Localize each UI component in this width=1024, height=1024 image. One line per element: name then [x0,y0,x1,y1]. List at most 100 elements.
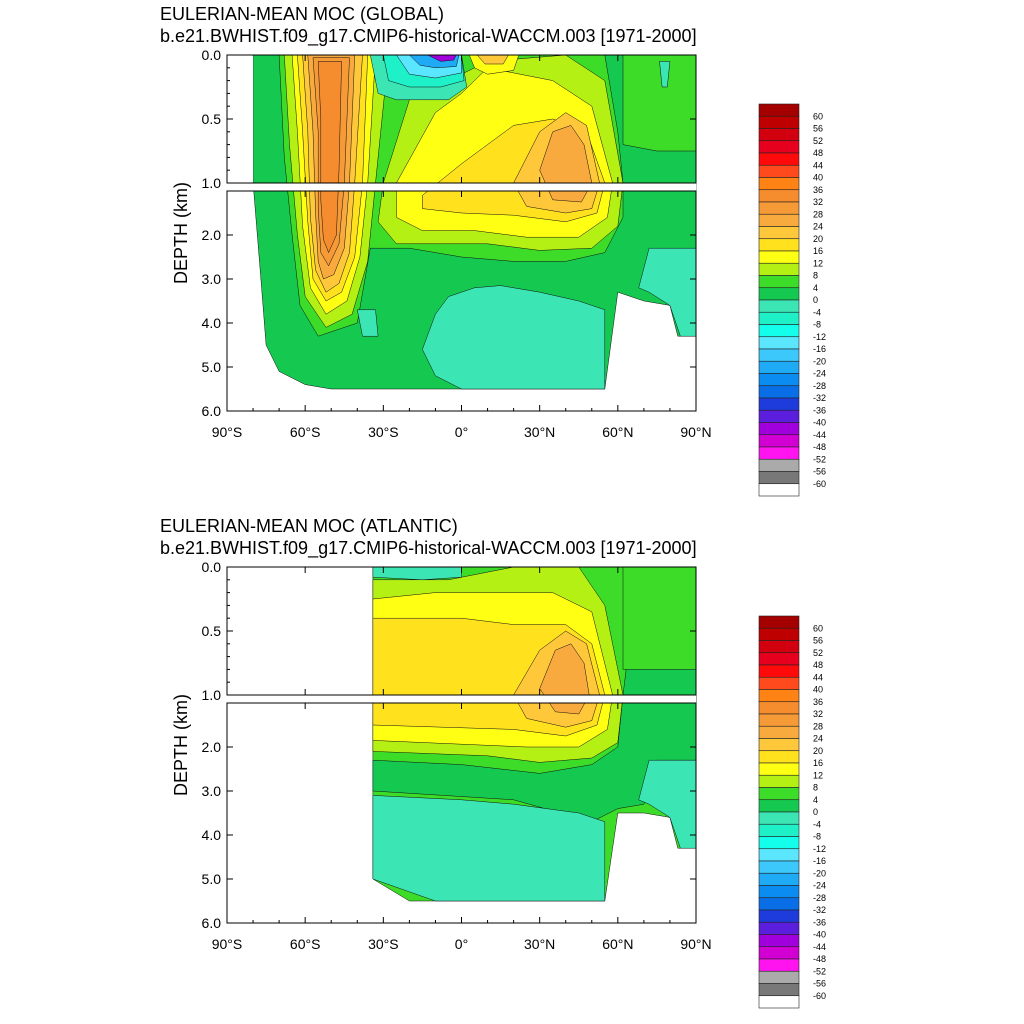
y-tick-label: 6.0 [202,915,222,931]
colorbar-swatch [758,397,800,411]
colorbar-label: -4 [813,307,821,317]
colorbar-label: -48 [813,954,826,964]
colorbar-swatch [758,275,800,289]
colorbar-swatch [758,226,800,240]
colorbar-swatch [758,128,800,142]
colorbar-label: -32 [813,905,826,915]
colorbar-swatch [758,201,800,215]
colorbar-label: 20 [813,234,823,244]
colorbar-swatch [758,836,800,850]
colorbar-label: 44 [813,672,823,682]
arctic-p4 [622,54,697,152]
colorbar-swatch [758,983,800,997]
colorbar-label: 32 [813,709,823,719]
colorbar-label: -52 [813,966,826,976]
colorbar-swatch [758,921,800,935]
atl-n4 [372,795,606,902]
colorbar-swatch [758,652,800,666]
colorbar-swatch [758,348,800,362]
colorbar-swatch [758,360,800,374]
y-tick-label: 0.0 [202,559,222,575]
colorbar-swatch [758,934,800,948]
colorbar-swatch [758,238,800,252]
y-tick-label: 3.0 [202,783,222,799]
colorbar-label: -12 [813,332,826,342]
colorbar-label: 40 [813,685,823,695]
colorbar-label: -56 [813,467,826,477]
y-tick-label: 4.0 [202,315,222,331]
colorbar-label: 36 [813,185,823,195]
colorbar-swatch [758,787,800,801]
arctic-n4 [659,61,671,88]
panel-atlantic-moc: EULERIAN-MEAN MOC (ATLANTIC) b.e21.BWHIS… [0,512,1024,1024]
chart-atlantic: 90°S 60°S 30°S 0° 30°N 60°N 90°N 0.0 0.5 1.0 2.0 3.… [171,559,826,1009]
split-gap [227,183,696,191]
colorbar-label: -16 [813,344,826,354]
colorbar-label: 56 [813,124,823,134]
colorbar-swatch [758,434,800,448]
colorbar-label: 60 [813,623,823,633]
x-tick-label: 90°N [680,936,711,952]
x-tick-label: 90°N [680,424,711,440]
y-tick-label: 2.0 [202,227,222,243]
colorbar-swatch [758,115,800,129]
colorbar-swatch [758,446,800,460]
x-tick-label: 90°S [212,936,243,952]
colorbar-label: 20 [813,746,823,756]
colorbar-swatch [758,676,800,690]
y-axis-label: DEPTH (km) [171,182,191,284]
y-tick-label: 5.0 [202,359,222,375]
colorbar-swatch [758,713,800,727]
colorbar-label: -52 [813,454,826,464]
colorbar-swatch [758,750,800,764]
colorbar-swatch [758,262,800,276]
colorbar-swatch [758,946,800,960]
colorbar-label: 0 [813,295,818,305]
chart-subtitle: b.e21.BWHIST.f09_g17.CMIP6-historical-WA… [160,26,697,46]
colorbar-label: 52 [813,136,823,146]
x-tick-label: 60°N [602,936,633,952]
colorbar-label: 48 [813,660,823,670]
colorbar-swatch [758,958,800,972]
colorbar-label: -24 [813,369,826,379]
colorbar-label: -8 [813,320,821,330]
colorbar-label: -44 [813,430,826,440]
colorbar-label: -28 [813,893,826,903]
atl-surface-n4 [372,566,462,581]
colorbar-label: 36 [813,697,823,707]
chart-title: EULERIAN-MEAN MOC (GLOBAL) [160,4,445,24]
colorbar-swatch [758,385,800,399]
colorbar-label: -16 [813,856,826,866]
colorbar-swatch [758,701,800,715]
colorbar-label: 4 [813,795,818,805]
colorbar-swatch [758,164,800,178]
x-tick-label: 30°S [368,936,399,952]
x-tick-label: 0° [455,936,468,952]
chart-title: EULERIAN-MEAN MOC (ATLANTIC) [160,516,458,536]
colorbar-label: 28 [813,721,823,731]
colorbar-swatch [758,762,800,776]
colorbar-swatch [758,189,800,203]
colorbar-label: 52 [813,648,823,658]
colorbar-swatch [758,664,800,678]
colorbar-label: 16 [813,758,823,768]
deep-n4 [422,285,606,390]
chart-global: 90°S 60°S 30°S 0° 30°N 60°N 90°N 0.0 0.5 1.0 2.0 3.… [171,47,826,497]
colorbar-label: -56 [813,979,826,989]
panel-global-moc: EULERIAN-MEAN MOC (GLOBAL) b.e21.BWHIST.… [160,4,826,497]
colorbar-label: -40 [813,418,826,428]
colorbar-swatch [758,885,800,899]
colorbar-swatch [758,872,800,886]
x-tick-label: 30°S [368,424,399,440]
x-tick-label: 30°N [524,424,555,440]
colorbar-label: 32 [813,197,823,207]
atl-arctic [622,566,697,670]
colorbar-label: -8 [813,832,821,842]
x-tick-label: 60°N [602,424,633,440]
y-tick-label: 4.0 [202,827,222,843]
colorbar-label: -28 [813,381,826,391]
colorbar-label: -44 [813,942,826,952]
colorbar-swatch [758,897,800,911]
colorbar-swatch [758,336,800,350]
colorbar-swatch [758,103,800,117]
